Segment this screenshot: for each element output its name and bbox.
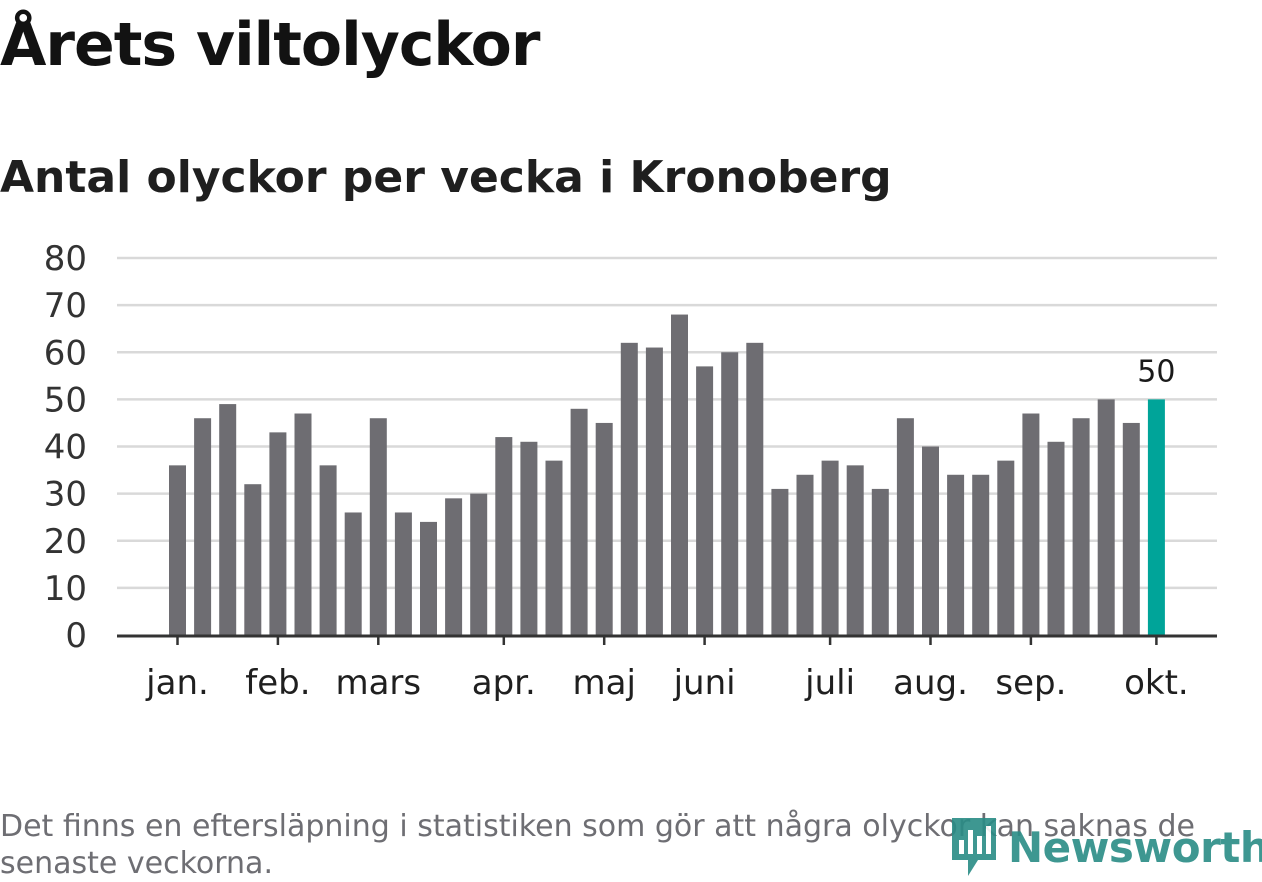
y-tick-label: 10 [44, 569, 87, 609]
bar [922, 446, 939, 635]
bar-chart-speech-bubble-icon [952, 818, 996, 876]
bar [1097, 399, 1115, 635]
bar [645, 347, 663, 635]
y-axis-ticks: 0 10 20 30 40 50 60 70 80 [44, 239, 87, 656]
data-label-latest: 50 [1137, 354, 1175, 389]
bar [319, 465, 337, 635]
bar [470, 493, 488, 635]
x-tick-label: maj [572, 663, 635, 703]
y-tick-label: 40 [44, 428, 87, 468]
y-tick-label: 60 [44, 333, 87, 373]
x-tick-label: aug. [893, 663, 968, 703]
bar [771, 488, 789, 635]
bar [1072, 418, 1090, 635]
bar [696, 366, 714, 635]
bar [721, 352, 739, 635]
bar [1122, 422, 1140, 635]
x-tick-label: jan. [145, 663, 209, 703]
y-tick-label: 70 [44, 286, 87, 326]
bar [520, 441, 538, 635]
bar [796, 474, 814, 635]
bar-highlight [1147, 399, 1165, 635]
bar [570, 408, 588, 635]
y-tick-label: 30 [44, 475, 87, 515]
bar [294, 413, 312, 635]
bar [947, 474, 965, 635]
y-tick-label: 50 [44, 380, 87, 420]
bar [545, 460, 563, 635]
bar [1047, 441, 1065, 635]
bar [846, 465, 864, 635]
bar [495, 437, 513, 635]
bar [821, 460, 839, 635]
y-tick-label: 0 [65, 616, 87, 656]
bar [394, 512, 412, 635]
x-tick-label: juli [804, 663, 855, 703]
bar [445, 498, 463, 635]
bar [972, 474, 990, 635]
bar [671, 314, 688, 635]
bar [595, 422, 613, 635]
x-tick-label: okt. [1124, 663, 1189, 703]
x-tick-label: feb. [245, 663, 310, 703]
bar [194, 418, 212, 635]
bar [620, 342, 638, 635]
x-tick-label: mars [335, 663, 421, 703]
bar [344, 512, 362, 635]
x-tick-label: sep. [995, 663, 1066, 703]
bar [896, 418, 914, 635]
x-tick-label: apr. [472, 663, 536, 703]
brand-name: Newsworthy [1008, 822, 1262, 872]
newsworthy-logo: Newsworthy [948, 814, 1262, 880]
bar [746, 342, 764, 635]
bar [420, 521, 437, 635]
bar [997, 460, 1015, 635]
chart-subtitle: Antal olyckor per vecka i Kronoberg [0, 152, 892, 203]
y-tick-label: 80 [44, 239, 87, 279]
bar [269, 432, 287, 635]
chart-title: Årets viltolyckor [0, 10, 540, 80]
y-tick-label: 20 [44, 522, 87, 562]
bar [219, 404, 237, 635]
bar [169, 465, 186, 635]
bars [169, 314, 1165, 635]
data-labels: 50 [1137, 354, 1175, 389]
x-axis: jan. feb. mars apr. maj juni juli aug. sep. okt. [117, 634, 1217, 703]
bar [369, 418, 387, 635]
bar [1022, 413, 1040, 635]
x-tick-label: juni [673, 663, 736, 703]
bar [871, 488, 889, 635]
bar [244, 484, 262, 635]
